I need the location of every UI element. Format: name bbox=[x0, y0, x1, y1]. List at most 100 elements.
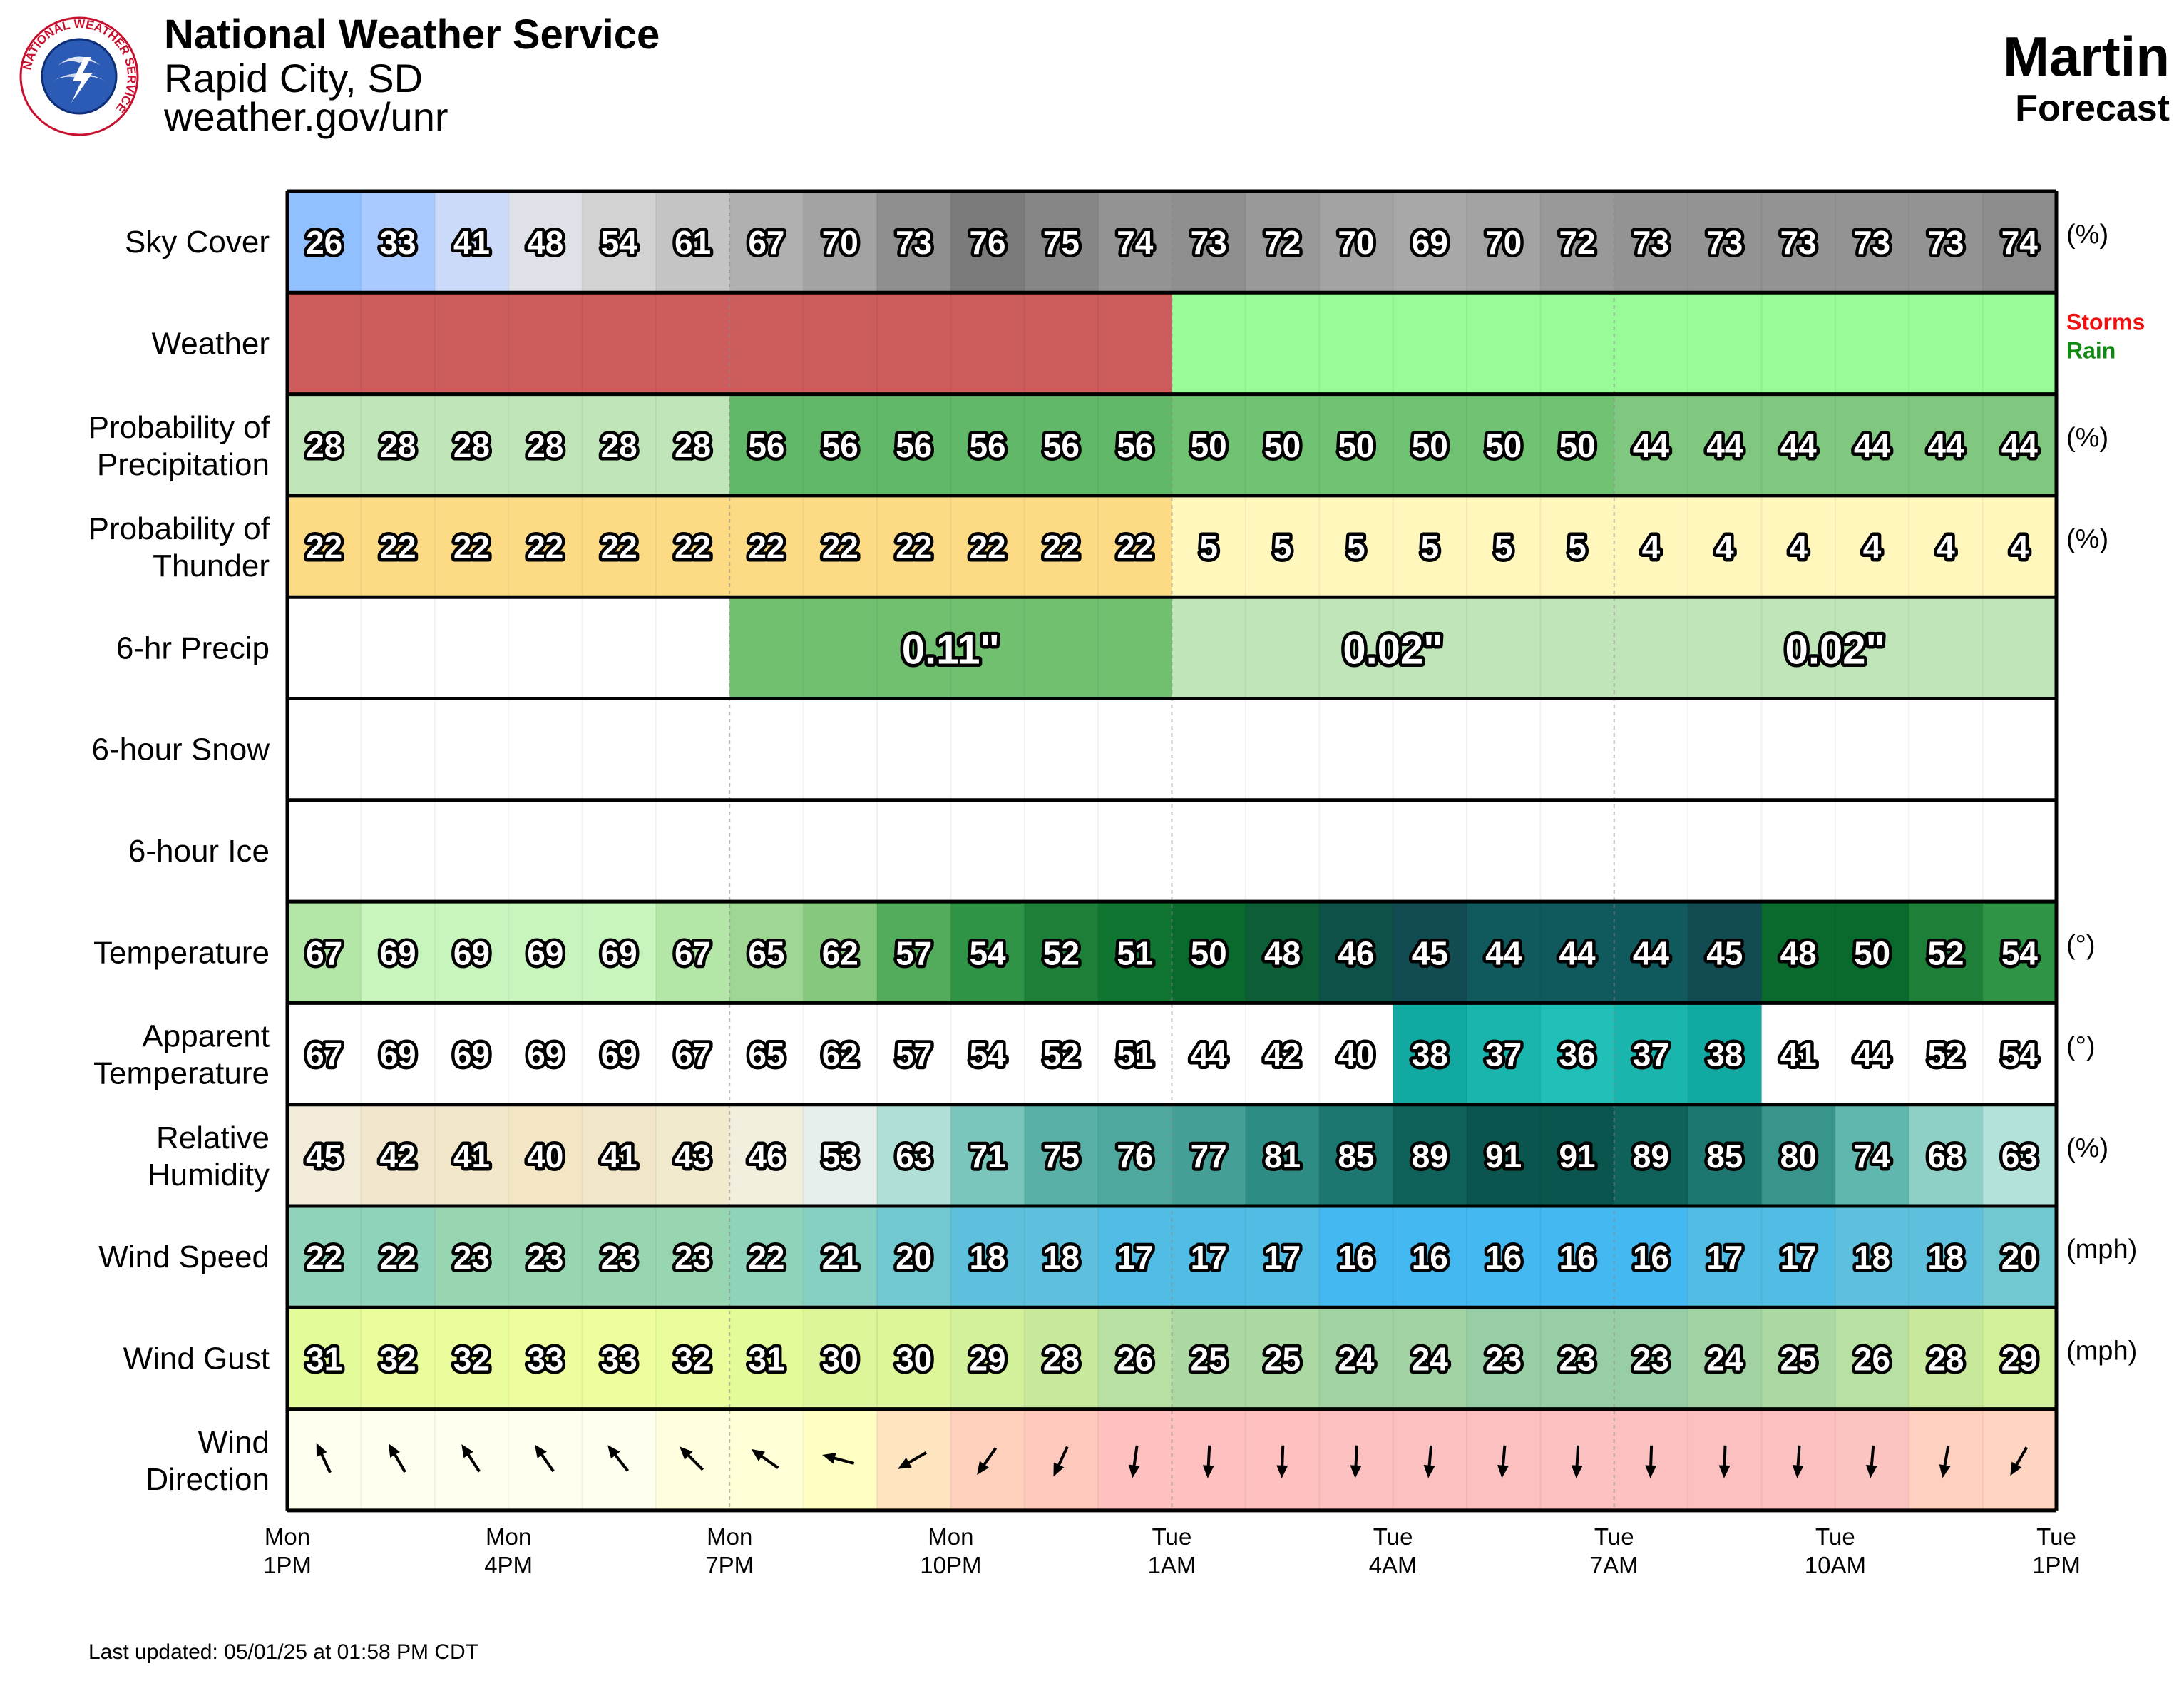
cell bbox=[508, 1206, 583, 1308]
cell bbox=[1024, 1307, 1099, 1409]
cell bbox=[1172, 1307, 1246, 1409]
value-label: 30 bbox=[822, 1340, 858, 1377]
value-label: 54 bbox=[2001, 934, 2039, 971]
cell bbox=[1982, 394, 2057, 496]
row-label: Wind bbox=[198, 1425, 270, 1460]
value-label: 18 bbox=[1854, 1239, 1890, 1276]
cell bbox=[1982, 1307, 2057, 1409]
cell bbox=[1909, 901, 1984, 1003]
cell bbox=[1245, 191, 1320, 293]
cell bbox=[1245, 1003, 1320, 1105]
value-label: 22 bbox=[453, 528, 490, 566]
value-label: 23 bbox=[453, 1239, 490, 1276]
cell bbox=[434, 191, 509, 293]
row-qpf: 6-hr Precip 0.11" 0.02" 0.02" bbox=[116, 597, 2056, 699]
value-label: 75 bbox=[1043, 1138, 1080, 1175]
office-url[interactable]: weather.gov/unr bbox=[164, 94, 448, 139]
cell bbox=[1761, 1206, 1836, 1308]
precip-segment bbox=[1172, 597, 1614, 699]
cell bbox=[950, 1307, 1025, 1409]
wind-arrow-icon bbox=[461, 1444, 481, 1473]
cell bbox=[1909, 495, 1984, 598]
row-label: Temperature bbox=[93, 1056, 270, 1091]
value-label: 33 bbox=[527, 1340, 563, 1377]
arrow-head bbox=[1571, 1465, 1583, 1478]
cell bbox=[729, 191, 804, 293]
row-label: 6-hour Ice bbox=[128, 834, 270, 869]
wind-arrow-icon bbox=[977, 1447, 998, 1476]
wind-arrow-icon bbox=[680, 1446, 704, 1471]
cell bbox=[1761, 1003, 1836, 1105]
value-label: 69 bbox=[601, 1036, 637, 1073]
wind-arrow-icon bbox=[607, 1445, 630, 1472]
wind-arrow-icon bbox=[1939, 1445, 1951, 1478]
value-label: 44 bbox=[1927, 427, 1964, 464]
value-label: 18 bbox=[1043, 1239, 1080, 1276]
row-label: Apparent bbox=[142, 1019, 270, 1054]
cell bbox=[434, 495, 509, 598]
value-label: 4 bbox=[2011, 528, 2029, 566]
value-label: 32 bbox=[379, 1340, 416, 1377]
cell bbox=[1982, 1206, 2057, 1308]
cell bbox=[1098, 901, 1173, 1003]
wind-arrow-icon bbox=[1276, 1445, 1288, 1478]
value-label: 25 bbox=[1780, 1340, 1817, 1377]
cell bbox=[729, 901, 804, 1003]
cell bbox=[1245, 1104, 1320, 1206]
cell bbox=[1982, 1003, 2057, 1105]
wind-arrow-icon bbox=[898, 1451, 928, 1469]
value-label: 29 bbox=[2001, 1340, 2038, 1377]
cell bbox=[877, 1104, 951, 1206]
x-tick-day: Tue bbox=[1815, 1523, 1855, 1550]
value-label: 16 bbox=[1338, 1239, 1374, 1276]
arrow-head bbox=[1128, 1464, 1140, 1478]
precip-segment bbox=[729, 597, 1172, 699]
value-label: 5 bbox=[1273, 528, 1292, 566]
cell bbox=[1319, 1003, 1394, 1105]
value-label: 72 bbox=[1559, 224, 1595, 261]
value-label: 48 bbox=[1780, 934, 1817, 971]
value-label: 56 bbox=[896, 427, 932, 464]
row-ice: 6-hour Ice bbox=[128, 799, 2056, 902]
cell bbox=[950, 495, 1025, 598]
cell bbox=[1467, 901, 1541, 1003]
cell bbox=[1761, 901, 1836, 1003]
cell bbox=[1172, 901, 1246, 1003]
value-label: 48 bbox=[1264, 934, 1301, 971]
value-label: 50 bbox=[1191, 934, 1227, 971]
cell bbox=[729, 495, 804, 598]
cell bbox=[1688, 1003, 1763, 1105]
cell bbox=[1688, 394, 1763, 496]
value-label: 5 bbox=[1199, 528, 1218, 566]
value-label: 67 bbox=[675, 934, 711, 971]
value-label: 81 bbox=[1264, 1138, 1301, 1175]
value-label: 31 bbox=[748, 1340, 784, 1377]
cell bbox=[1098, 1003, 1173, 1105]
value-label: 50 bbox=[1264, 427, 1301, 464]
value-label: 73 bbox=[1854, 224, 1890, 261]
cell bbox=[1688, 495, 1763, 598]
cell bbox=[1393, 901, 1467, 1003]
cell bbox=[1319, 901, 1394, 1003]
cell bbox=[1098, 1206, 1173, 1308]
cell bbox=[1393, 1003, 1467, 1105]
cell bbox=[1835, 1104, 1909, 1206]
cell bbox=[1540, 495, 1615, 598]
value-label: 52 bbox=[1043, 934, 1080, 971]
value-label: 63 bbox=[2001, 1138, 2038, 1175]
value-label: 18 bbox=[969, 1239, 1005, 1276]
office-title: National Weather Service bbox=[164, 11, 660, 58]
wind-arrow-icon bbox=[1865, 1445, 1877, 1478]
cell bbox=[950, 1003, 1025, 1105]
value-label: 45 bbox=[306, 1138, 342, 1175]
cell bbox=[434, 1104, 509, 1206]
value-label: 74 bbox=[1117, 224, 1154, 261]
cell bbox=[434, 901, 509, 1003]
arrow-head bbox=[1645, 1465, 1657, 1478]
precip-value-label: 0.02" bbox=[1785, 626, 1885, 673]
row-label: Wind Speed bbox=[98, 1240, 270, 1274]
cell bbox=[287, 394, 362, 496]
x-tick-time: 10AM bbox=[1805, 1552, 1866, 1578]
x-tick-day: Mon bbox=[486, 1523, 531, 1550]
cell bbox=[1688, 1307, 1763, 1409]
